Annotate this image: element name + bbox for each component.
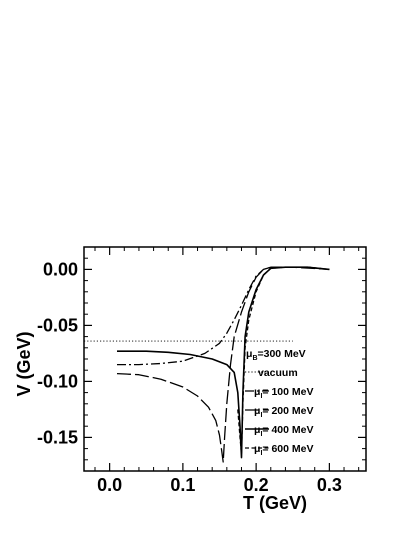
legend-label-0: vacuum: [258, 367, 298, 379]
series-line-2: [116, 266, 330, 463]
y-tick-label: -0.10: [37, 371, 78, 391]
x-axis-label: T (GeV): [243, 493, 307, 513]
legend-label-3: μI= 400 MeV: [254, 424, 313, 438]
y-axis-label: V (GeV): [14, 331, 34, 396]
legend: μB=300 MeV vacuum μI= 100 MeV μI= 200 MeV μI…: [245, 348, 313, 457]
legend-title: μB=300 MeV: [246, 348, 306, 362]
legend-label-4: μI= 600 MeV: [254, 443, 313, 457]
y-tick-label: -0.05: [37, 315, 78, 335]
x-tick-label: 0.1: [170, 475, 195, 495]
series-layer: [84, 266, 330, 463]
y-tick-label: 0.00: [43, 259, 78, 279]
x-tick-label: 0.0: [97, 475, 122, 495]
x-tick-label: 0.3: [317, 475, 342, 495]
legend-label-2: μI= 200 MeV: [254, 405, 313, 419]
y-tick-label: -0.15: [37, 427, 78, 447]
series-line-4: [237, 266, 330, 455]
x-tick-label: 0.2: [244, 475, 269, 495]
ticks-layer: 0.0 0.1 0.2 0.3 0.00 -0.05 -0.10 -0.15: [37, 247, 366, 495]
legend-label-1: μI= 100 MeV: [254, 386, 313, 400]
